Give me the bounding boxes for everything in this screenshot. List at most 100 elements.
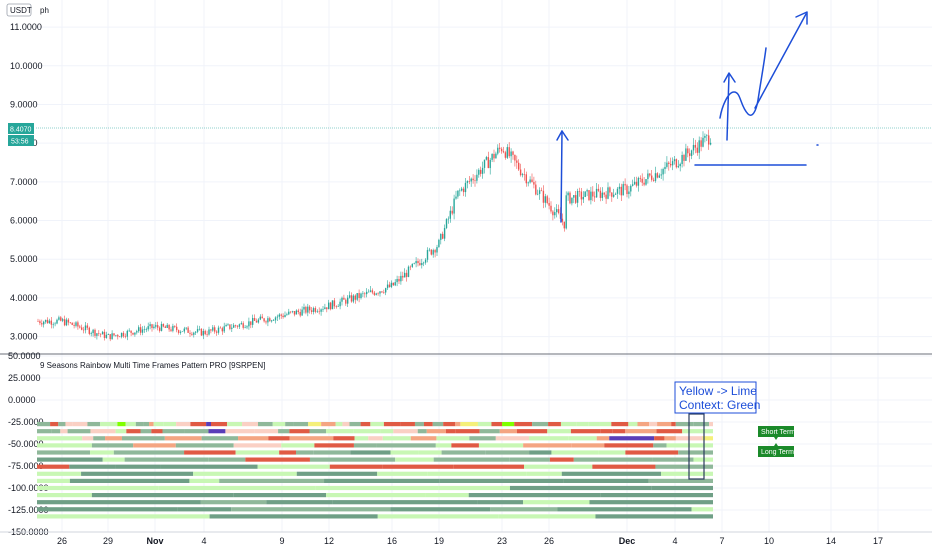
heatmap-cell — [268, 436, 290, 441]
candle-body — [428, 249, 431, 251]
candle-body — [316, 311, 318, 313]
candle-body — [683, 154, 685, 161]
candle-body — [483, 159, 486, 168]
candle-body — [518, 162, 520, 170]
heatmap-cell — [309, 429, 327, 434]
callout-box — [674, 381, 757, 414]
heatmap-cell — [50, 422, 59, 427]
candle-body — [174, 325, 176, 327]
candle-body — [153, 326, 155, 328]
heatmap-cell — [37, 514, 210, 519]
candle-body — [544, 196, 546, 203]
candle-body — [282, 315, 284, 318]
heatmap-cell — [289, 429, 310, 434]
heatmap-cell — [612, 429, 626, 434]
candle-body — [185, 327, 187, 329]
candle-body — [582, 196, 584, 200]
time-axis[interactable]: 26 29 Nov 4 9 12 16 19 23 26 Dec 4 7 10 14 17 — [57, 536, 883, 546]
candle-body — [345, 299, 347, 304]
heatmap-cell — [377, 471, 428, 476]
heatmap-cell — [568, 436, 597, 441]
candle-body — [196, 329, 199, 332]
heatmap-cell — [654, 436, 665, 441]
candle-body — [288, 311, 290, 315]
candle-body — [495, 153, 497, 159]
heatmap-cell — [691, 507, 713, 512]
candle-body — [514, 154, 516, 161]
long-term-tag-text: Long Term — [761, 449, 794, 456]
candle-body — [329, 302, 332, 310]
heatmap-cell — [652, 457, 694, 462]
heatmap-cell — [549, 457, 574, 462]
candle-body — [73, 324, 75, 326]
candle-body — [265, 321, 267, 323]
candle-body — [343, 297, 345, 300]
heatmap-cell — [278, 429, 290, 434]
heatmap-cell — [231, 507, 391, 512]
candle-body — [673, 159, 676, 162]
candle-body — [299, 311, 301, 316]
heatmap-cell — [417, 429, 427, 434]
candle-body — [326, 307, 328, 310]
candle-body — [624, 184, 626, 186]
drawn-wave-path — [719, 47, 767, 119]
candle-body — [670, 163, 672, 166]
heatmap-cell — [445, 429, 456, 434]
candle-body — [284, 315, 286, 318]
candle-body — [474, 180, 476, 181]
time-tick-label: Dec — [619, 536, 636, 546]
symbol-badge[interactable] — [6, 3, 32, 17]
candle-body — [656, 173, 659, 178]
heatmap-cell — [126, 429, 141, 434]
candle-body — [257, 319, 260, 323]
candle-body — [671, 161, 674, 166]
symbol-header[interactable]: USDT ph — [6, 3, 49, 17]
heatmap-cell — [335, 422, 343, 427]
candle-body — [191, 333, 193, 335]
candle-body — [119, 336, 121, 338]
candle-body — [457, 190, 459, 197]
candle-body — [685, 148, 687, 161]
candle-body — [385, 288, 387, 293]
heatmap-cell — [693, 422, 710, 427]
heatmap-cell — [102, 457, 125, 462]
heatmap-cell — [219, 478, 325, 483]
heatmap-cell — [592, 464, 656, 469]
candle-body — [689, 153, 691, 156]
heatmap-cell — [117, 422, 126, 427]
candle-body — [324, 307, 326, 310]
heatmap-cell — [158, 485, 276, 491]
heatmap-cell — [671, 422, 676, 427]
price-tick-label: 10.0000 — [10, 61, 43, 71]
heatmap-cell — [350, 450, 391, 455]
candle-body — [333, 300, 336, 307]
candle-body — [392, 282, 394, 286]
candle-body — [305, 306, 307, 313]
candle-body — [219, 327, 222, 329]
heatmap-cell — [308, 422, 322, 427]
heatmap-cell — [125, 422, 136, 427]
indicator-tick-label: -125.0000 — [8, 505, 49, 515]
indicator-tick-label: 25.0000 — [8, 373, 41, 383]
candle-body — [633, 181, 636, 185]
candle-body — [69, 322, 71, 324]
heatmap-cell — [279, 450, 296, 455]
candle-body — [379, 291, 381, 294]
candle-body — [187, 327, 189, 333]
candle-body — [573, 195, 575, 198]
candle-body — [542, 190, 545, 203]
candle-body — [362, 293, 364, 295]
heatmap-cell — [576, 422, 589, 427]
candle-body — [383, 292, 385, 293]
drawn-up-arrow-3 — [754, 13, 807, 109]
heatmap-cell — [418, 450, 442, 455]
heatmap-cell — [105, 436, 122, 441]
heatmap-cell — [479, 429, 500, 434]
candle-body — [67, 319, 70, 323]
candle-body — [291, 311, 294, 312]
time-tick-label: 17 — [873, 536, 883, 546]
candle-body — [476, 174, 478, 181]
candle-body — [618, 186, 621, 189]
candle-body — [462, 188, 465, 193]
